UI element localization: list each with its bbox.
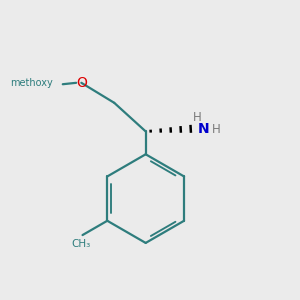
Text: N: N — [198, 122, 209, 136]
Text: CH₃: CH₃ — [71, 239, 91, 249]
Text: O: O — [76, 76, 87, 90]
Text: H: H — [212, 123, 221, 136]
Text: methoxy: methoxy — [10, 78, 53, 88]
Text: H: H — [193, 111, 201, 124]
